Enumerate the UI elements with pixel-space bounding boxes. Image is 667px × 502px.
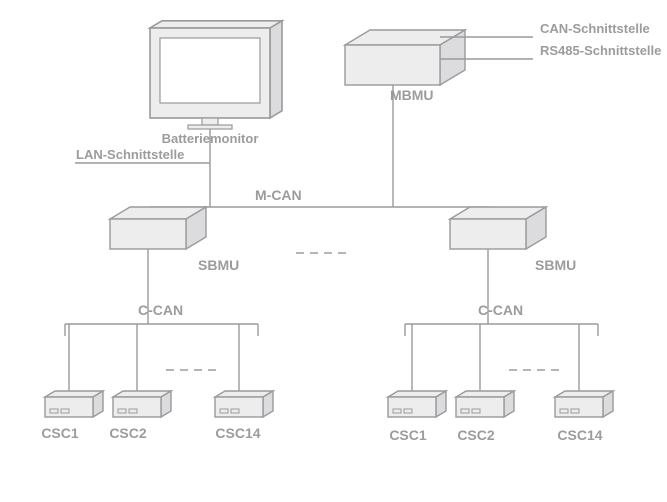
csc-right-1 bbox=[456, 391, 514, 417]
ccan-right-label: C-CAN bbox=[478, 302, 523, 318]
csc-l2-label: CSC2 bbox=[109, 425, 147, 441]
csc-left-0 bbox=[45, 391, 103, 417]
csc-l14-label: CSC14 bbox=[215, 425, 260, 441]
mbmu-label: MBMU bbox=[390, 87, 434, 103]
csc-r1-label: CSC1 bbox=[389, 427, 427, 443]
lan-if-label: LAN-Schnittstelle bbox=[76, 147, 184, 162]
csc-r14-label: CSC14 bbox=[557, 427, 602, 443]
csc-right-2 bbox=[555, 391, 613, 417]
monitor-node bbox=[150, 21, 282, 129]
csc-l1-label: CSC1 bbox=[41, 425, 79, 441]
csc-left-2 bbox=[215, 391, 273, 417]
rs485-if-label: RS485-Schnittstelle bbox=[540, 43, 661, 58]
can-if-label: CAN-Schnittstelle bbox=[540, 21, 650, 36]
sbmu-left-label: SBMU bbox=[198, 257, 239, 273]
csc-left-1 bbox=[113, 391, 171, 417]
csc-r2-label: CSC2 bbox=[457, 427, 495, 443]
ccan-left-label: C-CAN bbox=[138, 302, 183, 318]
csc-right-0 bbox=[388, 391, 446, 417]
mcan-label: M-CAN bbox=[255, 187, 302, 203]
mbmu-node bbox=[345, 30, 465, 85]
sbmu-right-label: SBMU bbox=[535, 257, 576, 273]
network-diagram: BatteriemonitorMBMUCAN-SchnittstelleRS48… bbox=[0, 0, 667, 502]
sbmu-left-node bbox=[110, 207, 206, 249]
sbmu-right-node bbox=[450, 207, 546, 249]
